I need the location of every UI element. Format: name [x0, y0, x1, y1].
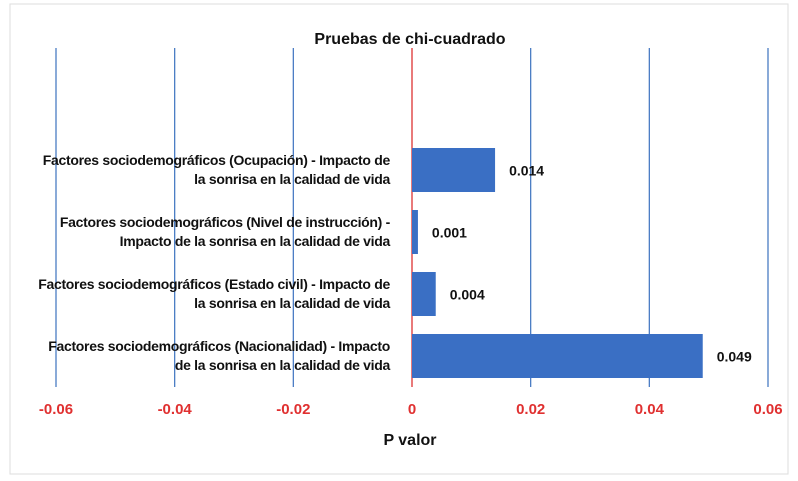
bar	[412, 334, 703, 378]
x-tick-label: 0	[408, 401, 416, 418]
x-axis-label: P valor	[383, 432, 436, 449]
chart-title: Pruebas de chi-cuadrado	[314, 31, 505, 48]
y-tick-label: Factores sociodemográficos (Estado civil…	[38, 276, 390, 311]
x-tick-label: 0.02	[516, 401, 545, 418]
data-label: 0.001	[432, 225, 467, 241]
y-tick-label: Factores sociodemográficos (Ocupación) -…	[42, 152, 391, 187]
chart-frame	[9, 3, 789, 475]
x-tick-label: 0.04	[635, 401, 665, 418]
y-tick-label: Factores sociodemográficos (Nivel de ins…	[59, 214, 390, 249]
data-label: 0.049	[717, 349, 752, 365]
bar	[412, 148, 496, 192]
data-label: 0.014	[509, 163, 544, 179]
x-tick-label: -0.02	[276, 401, 310, 418]
x-tick-label: -0.06	[39, 401, 73, 418]
bar	[412, 272, 436, 316]
y-tick-label: Factores sociodemográficos (Nacionalidad…	[48, 338, 390, 373]
x-tick-label: -0.04	[158, 401, 193, 418]
data-label: 0.004	[450, 287, 485, 303]
bar	[412, 210, 418, 254]
x-tick-label: 0.06	[753, 401, 782, 418]
